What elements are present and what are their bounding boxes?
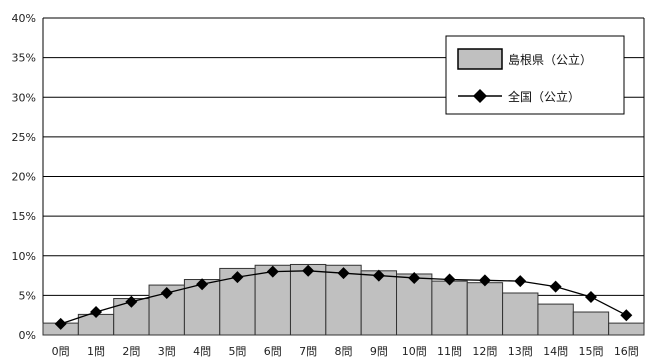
y-tick-label: 0%: [19, 329, 36, 342]
line-point-7問: [302, 264, 315, 277]
bar-16問: [608, 322, 645, 336]
line-point-6問: [266, 265, 279, 278]
line-point-9問: [372, 269, 385, 282]
y-tick-labels: 0% 5% 10% 15% 20% 25% 30% 35% 40%: [12, 12, 36, 342]
x-tick-label: 7問: [299, 345, 317, 358]
legend-line-label: 全国（公立）: [508, 89, 580, 104]
line-series: [54, 264, 633, 330]
x-tick-label: 5問: [228, 345, 246, 358]
x-tick-labels: 0問 1問 2問 3問 4問 5問 6問 7問 8問 9問 10問 11問 12問 13問 14問 15問 16…: [52, 345, 639, 358]
x-tick-label: 14問: [543, 345, 568, 358]
x-tick-label: 4問: [193, 345, 211, 358]
y-tick-label: 5%: [19, 289, 36, 302]
y-tick-label: 20%: [12, 171, 36, 184]
bar-14問: [537, 303, 574, 336]
y-tick-label: 10%: [12, 250, 36, 263]
y-tick-label: 35%: [12, 52, 36, 65]
y-tick-label: 30%: [12, 91, 36, 104]
line-point-2問: [125, 295, 138, 308]
line-point-10問: [408, 271, 421, 284]
bar-10問: [396, 273, 433, 336]
x-tick-label: 8問: [335, 345, 353, 358]
grid-layer: [42, 17, 645, 336]
x-tick-label: 16問: [614, 345, 639, 358]
line-point-12問: [478, 274, 491, 287]
bar-13問: [502, 292, 539, 336]
legend-bar-swatch: [457, 48, 503, 70]
x-tick-label: 10問: [402, 345, 427, 358]
x-tick-label: 12問: [472, 345, 497, 358]
x-tick-label: 0問: [52, 345, 70, 358]
legend-bar-label: 島根県（公立）: [508, 52, 592, 67]
legend-line-marker: [473, 89, 487, 103]
bar-12問: [466, 282, 504, 336]
y-tick-label: 15%: [12, 210, 36, 223]
x-tick-label: 3問: [158, 345, 176, 358]
line-point-11問: [443, 273, 456, 286]
x-tick-label: 1問: [87, 345, 105, 358]
line-point-13問: [514, 275, 527, 288]
line-point-5問: [231, 271, 244, 284]
x-tick-label: 6問: [264, 345, 282, 358]
bar-15問: [572, 311, 610, 336]
x-tick-label: 9問: [370, 345, 388, 358]
line-point-1問: [90, 306, 103, 319]
line-point-0問: [54, 317, 67, 330]
x-tick-label: 13問: [508, 345, 533, 358]
x-tick-label: 11問: [437, 345, 462, 358]
line-point-15問: [584, 290, 597, 303]
line-point-4問: [196, 278, 209, 291]
x-tick-label: 2問: [122, 345, 140, 358]
x-tick-label: 15問: [578, 345, 603, 358]
y-tick-label: 40%: [12, 12, 36, 25]
line-point-3問: [160, 286, 173, 299]
line-point-14問: [549, 280, 562, 293]
legend: 島根県（公立） 全国（公立）: [445, 35, 625, 115]
line-point-8問: [337, 267, 350, 280]
bar-11問: [431, 280, 468, 336]
y-tick-label: 25%: [12, 131, 36, 144]
line-point-16問: [620, 309, 633, 322]
